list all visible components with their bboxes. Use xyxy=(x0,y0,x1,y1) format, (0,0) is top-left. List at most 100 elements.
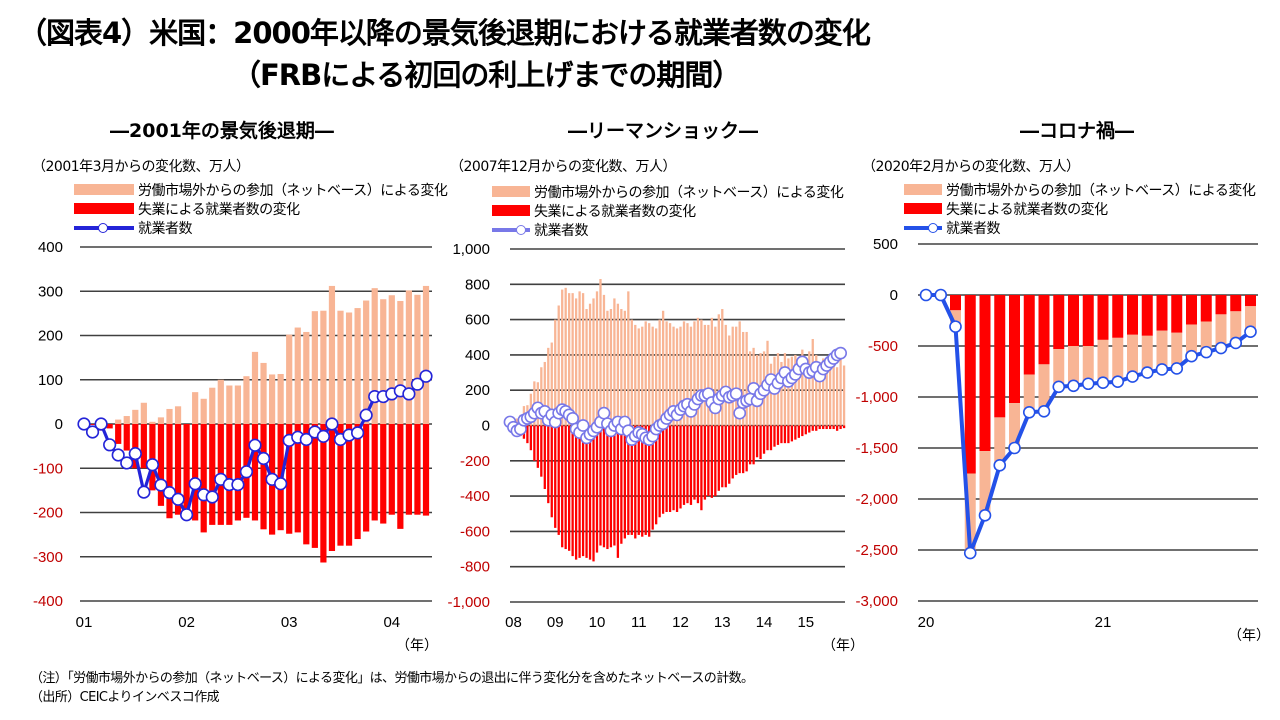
y-tick-label: 0 xyxy=(482,418,490,435)
panel-title-lehman: ―リーマンショック― xyxy=(568,120,759,142)
y-tick-label: -3,000 xyxy=(855,593,898,610)
bar-participation xyxy=(801,349,804,426)
marker-employed xyxy=(128,447,142,461)
chart-2: 500 0 -500 -1,000 -1,500 -2,000 -2,500 -3,000 20… xyxy=(855,236,1270,643)
y-tick-label: 0 xyxy=(890,287,898,304)
bar-unemployment xyxy=(773,425,776,447)
bar-participation xyxy=(738,321,741,426)
bar-participation xyxy=(581,293,585,426)
bar-unemployment xyxy=(311,424,318,548)
bar-unemployment xyxy=(533,425,536,461)
bar-participation xyxy=(696,317,700,426)
bar-unemployment xyxy=(703,425,707,500)
bar-participation xyxy=(609,309,613,426)
bar-participation xyxy=(554,319,557,426)
bar-unemployment xyxy=(592,425,595,562)
bar-participation xyxy=(637,328,640,426)
unit-label-lehman: （2007年12月からの変化数、万人） xyxy=(450,159,676,175)
bar-unemployment xyxy=(578,425,581,558)
legend-item-employed: 就業者数 xyxy=(492,220,843,239)
marker-employed xyxy=(919,288,933,302)
bar-participation xyxy=(599,279,602,426)
bar-unemployment xyxy=(234,424,241,521)
marker-employed xyxy=(419,369,433,383)
bar-participation xyxy=(380,299,387,424)
bar-unemployment xyxy=(964,295,976,474)
x-tick-label: 12 xyxy=(672,614,689,631)
bar-participation xyxy=(564,287,567,426)
bar-participation xyxy=(1186,324,1197,360)
y-tick-label: -1,000 xyxy=(855,389,898,406)
bar-participation xyxy=(769,363,773,426)
bar-unemployment xyxy=(721,425,724,488)
legend-label: 就業者数 xyxy=(138,220,193,237)
marker-employed xyxy=(949,320,962,333)
bar-unemployment xyxy=(790,425,794,442)
legend-item-employed: 就業者数 xyxy=(904,218,1255,237)
bar-unemployment xyxy=(1038,295,1050,365)
bar-participation xyxy=(1023,374,1035,413)
bar-unemployment xyxy=(634,425,637,539)
bar-unemployment xyxy=(759,425,762,460)
bar-unemployment xyxy=(606,425,609,550)
bar-participation xyxy=(606,310,609,426)
y-tick-label: 200 xyxy=(38,328,63,345)
bar-participation xyxy=(166,408,173,424)
marker-employed xyxy=(1096,376,1110,390)
marker-employed xyxy=(1170,362,1184,375)
x-tick-label: 08 xyxy=(505,614,522,631)
bar-participation xyxy=(721,309,724,426)
marker-employed xyxy=(1067,379,1080,393)
y-tick-label: 600 xyxy=(465,312,490,329)
bar-participation xyxy=(354,308,361,424)
marker-employed xyxy=(1229,336,1243,350)
legend-label: 失業による就業者数の変化 xyxy=(534,203,696,220)
bar-unemployment xyxy=(1230,295,1242,312)
legend-label: 労働市場外からの参加（ネットベース）による変化 xyxy=(946,182,1256,199)
bar-participation xyxy=(345,312,353,424)
bar-participation xyxy=(627,291,630,426)
marker-employed xyxy=(299,432,313,447)
marker-employed xyxy=(239,465,254,479)
bar-unemployment xyxy=(1127,295,1138,335)
bar-unemployment xyxy=(585,425,588,558)
bar-participation xyxy=(328,285,336,424)
bar-unemployment xyxy=(540,425,543,477)
bar-participation xyxy=(115,419,122,424)
bar-unemployment xyxy=(724,425,727,488)
y-tick-label: 100 xyxy=(38,372,63,389)
bar-unemployment xyxy=(829,425,832,430)
marker-employed xyxy=(1214,341,1228,355)
bar-participation xyxy=(1097,339,1109,383)
bar-unemployment xyxy=(260,424,267,530)
bar-unemployment xyxy=(613,425,616,546)
bar-unemployment xyxy=(595,425,599,553)
bar-participation xyxy=(731,326,734,426)
bar-participation xyxy=(578,291,581,426)
bar-unemployment xyxy=(140,424,147,469)
x-tick-label: 03 xyxy=(281,614,298,631)
marker-employed xyxy=(351,426,365,440)
bar-unemployment xyxy=(797,425,800,438)
bar-participation xyxy=(703,324,707,426)
bar-participation xyxy=(132,409,139,424)
legend-item-unemployment: 失業による就業者数の変化 xyxy=(74,199,447,218)
legend-label: 就業者数 xyxy=(534,222,589,239)
bar-participation xyxy=(371,288,378,424)
marker-employed xyxy=(77,417,91,431)
bar-unemployment xyxy=(717,425,720,491)
x-tick-label: 15 xyxy=(797,614,814,631)
bar-unemployment xyxy=(1141,295,1153,336)
legend-label: 失業による就業者数の変化 xyxy=(138,201,300,218)
bar-participation xyxy=(123,416,130,424)
bar-participation xyxy=(620,309,623,426)
bar-participation xyxy=(269,374,276,424)
bar-participation xyxy=(1112,337,1124,382)
bar-participation xyxy=(808,351,811,426)
marker-employed xyxy=(402,387,416,401)
marker-employed xyxy=(325,417,339,431)
bar-participation xyxy=(630,319,633,426)
y-tick-label: -400 xyxy=(33,593,63,610)
bar-participation xyxy=(234,385,241,424)
bar-unemployment xyxy=(543,425,546,490)
